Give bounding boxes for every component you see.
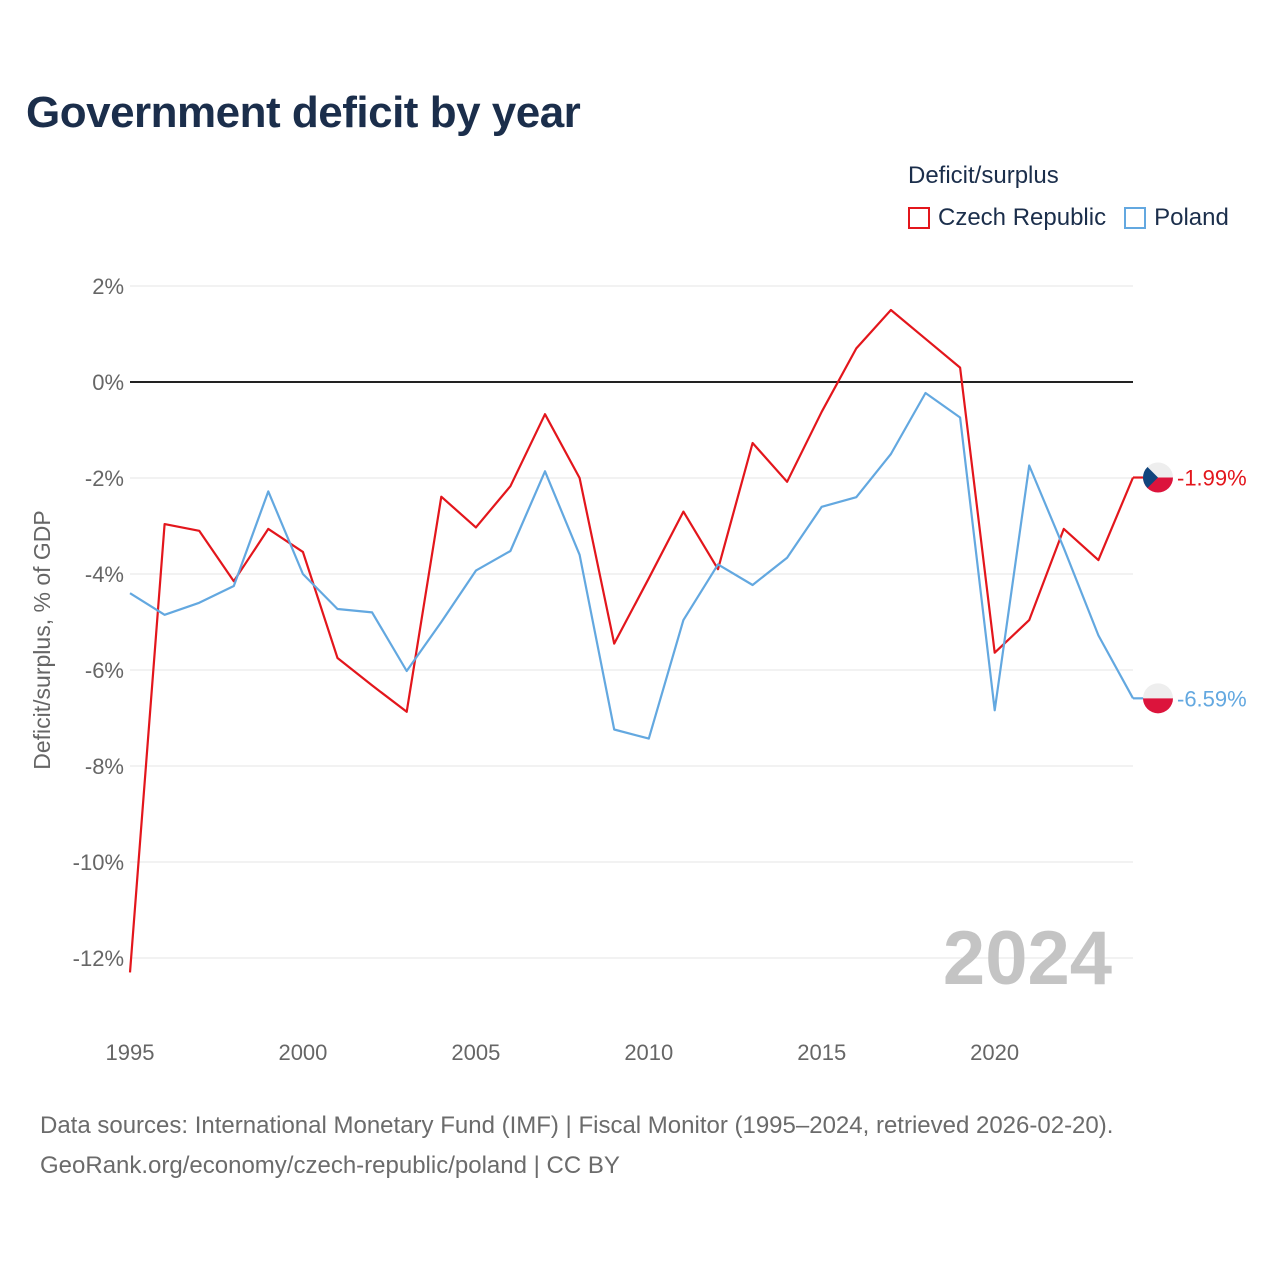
y-tick-label: -6% (85, 658, 124, 683)
x-tick-label: 2005 (451, 1040, 500, 1065)
year-watermark-label: 2024 (943, 916, 1112, 1001)
y-tick-label: -8% (85, 754, 124, 779)
series-end-markers: -1.99% -6.59% (1133, 462, 1247, 714)
flag-icon-wedge-czech (1143, 467, 1158, 489)
flag-icon-bottom-poland (1143, 698, 1173, 714)
legend-title: Deficit/surplus (908, 162, 1059, 189)
legend-swatch-poland (1124, 207, 1147, 229)
legend-item-poland[interactable]: Poland (1124, 204, 1229, 232)
end-value-label-poland: -6.59% (1177, 686, 1247, 711)
y-tick-label: -12% (73, 946, 124, 971)
sources-line-2[interactable]: GeoRank.org/economy/czech-republic/polan… (40, 1152, 620, 1179)
y-axis-ticks: 2% 0% -2% -4% -6% -8% -10% -12% (73, 274, 124, 971)
flag-icon-top-poland (1143, 683, 1173, 699)
series-line-czech (128, 308, 1135, 973)
x-axis-ticks: 1995 2000 2005 2010 2015 2020 (106, 1040, 1020, 1065)
legend-swatch-czech-republic (908, 207, 930, 229)
x-tick-label: 1995 (106, 1040, 155, 1065)
series-line-poland (129, 391, 1134, 740)
series-lines (128, 308, 1135, 973)
y-tick-label: -10% (73, 850, 124, 875)
y-tick-label: -4% (85, 562, 124, 587)
y-tick-label: 2% (92, 274, 124, 299)
end-value-label-czech: -1.99% (1177, 466, 1247, 491)
y-tick-label: -2% (85, 466, 124, 491)
legend: Czech Republic Poland (908, 204, 1247, 232)
legend-item-czech-republic[interactable]: Czech Republic (908, 204, 1106, 232)
x-tick-label: 2020 (970, 1040, 1019, 1065)
x-tick-label: 2015 (797, 1040, 846, 1065)
chart-title: Government deficit by year (26, 88, 581, 137)
y-tick-label: 0% (92, 370, 124, 395)
legend-label-poland: Poland (1154, 204, 1229, 231)
y-axis-label: Deficit/surplus, % of GDP (29, 510, 55, 769)
x-tick-label: 2000 (278, 1040, 327, 1065)
sources-line-1: Data sources: International Monetary Fun… (40, 1112, 1114, 1139)
gridlines (130, 285, 1133, 959)
sources-note: Data sources: International Monetary Fun… (40, 1106, 1113, 1186)
x-tick-label: 2010 (624, 1040, 673, 1065)
legend-label-czech-republic: Czech Republic (938, 204, 1107, 231)
